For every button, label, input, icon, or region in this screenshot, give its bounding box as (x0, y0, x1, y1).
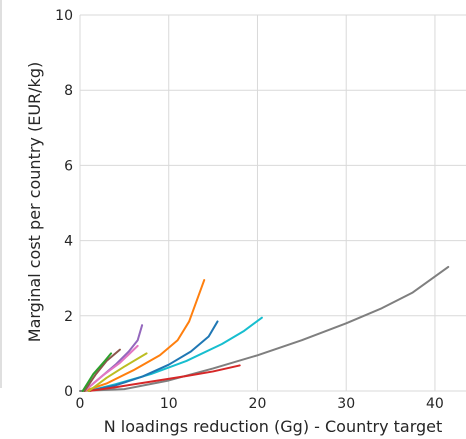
y-tick-label: 8 (64, 83, 73, 99)
x-axis-label: N loadings reduction (Gg) - Country targ… (104, 417, 443, 436)
series-line-9 (83, 348, 121, 392)
y-tick-label: 4 (64, 234, 73, 250)
series-line-1 (79, 265, 450, 392)
grid (79, 14, 466, 392)
series-line-2 (87, 316, 263, 392)
x-tick-label: 30 (337, 396, 355, 412)
series-line-5 (87, 364, 241, 392)
series-group (79, 265, 450, 392)
y-tick-label: 0 (64, 384, 73, 400)
y-tick-label: 10 (55, 8, 73, 24)
series-line-4 (83, 279, 206, 392)
series-line-10 (81, 352, 113, 392)
series-line-3 (87, 320, 219, 392)
series-line-8 (83, 344, 139, 392)
x-tick-label: 20 (249, 396, 267, 412)
x-tick-label: 40 (426, 396, 444, 412)
tick-labels: 0 10 20 30 40 0 2 4 6 8 10 (55, 8, 444, 412)
x-tick-label: 10 (160, 396, 178, 412)
y-tick-label: 6 (64, 158, 73, 174)
y-axis-label: Marginal cost per country (EUR/kg) (25, 62, 44, 342)
y-tick-label: 2 (64, 309, 73, 325)
series-line-7 (87, 352, 148, 392)
x-tick-label: 0 (76, 396, 85, 412)
